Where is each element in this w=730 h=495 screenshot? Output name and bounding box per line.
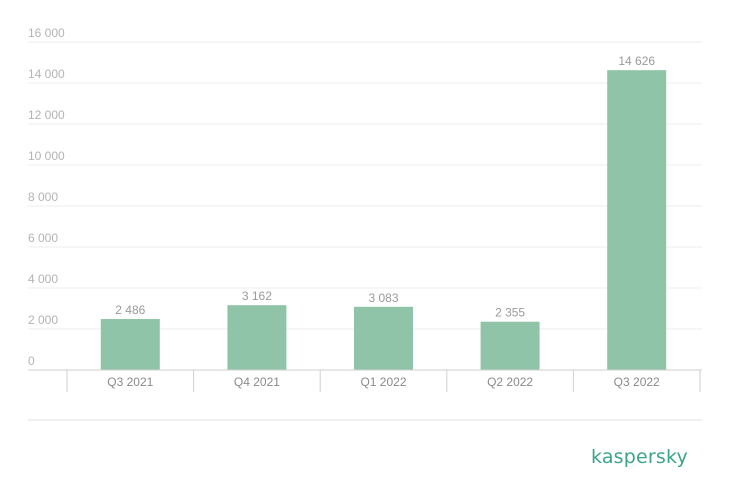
bar (354, 306, 413, 370)
y-tick-label: 0 (28, 354, 35, 368)
data-label: 3 083 (368, 291, 398, 305)
x-tick-label: Q3 2021 (107, 375, 153, 389)
y-tick-label: 6 000 (28, 231, 58, 245)
y-tick-label: 14 000 (28, 67, 65, 81)
x-tick-label: Q1 2022 (360, 375, 406, 389)
data-label: 2 355 (495, 306, 525, 320)
bar (607, 70, 667, 371)
x-tick-label: Q4 2021 (234, 375, 280, 389)
data-label: 3 162 (242, 289, 272, 303)
kaspersky-logo: kaspersky (590, 446, 688, 468)
y-tick-label: 4 000 (28, 272, 58, 286)
bar (100, 319, 160, 370)
data-label: 14 626 (618, 54, 655, 68)
y-tick-label: 12 000 (28, 108, 65, 122)
x-tick-label: Q3 2022 (614, 375, 660, 389)
x-tick-label: Q2 2022 (487, 375, 533, 389)
y-tick-label: 2 000 (28, 313, 58, 327)
y-axis-ticks: 0 2 000 4 000 6 000 8 000 10 000 12 000 14 000 1… (28, 26, 65, 368)
value-labels: 2 486 3 162 3 083 2 355 14 626 (115, 54, 655, 320)
bar (227, 305, 287, 370)
bars (100, 70, 667, 371)
gridlines (28, 41, 702, 330)
y-tick-label: 8 000 (28, 190, 58, 204)
y-tick-label: 16 000 (28, 26, 65, 40)
y-tick-label: 10 000 (28, 149, 65, 163)
bar (480, 321, 540, 370)
data-label: 2 486 (115, 303, 145, 317)
x-axis: Q3 2021 Q4 2021 Q1 2022 Q2 2022 Q3 2022 (28, 369, 702, 392)
